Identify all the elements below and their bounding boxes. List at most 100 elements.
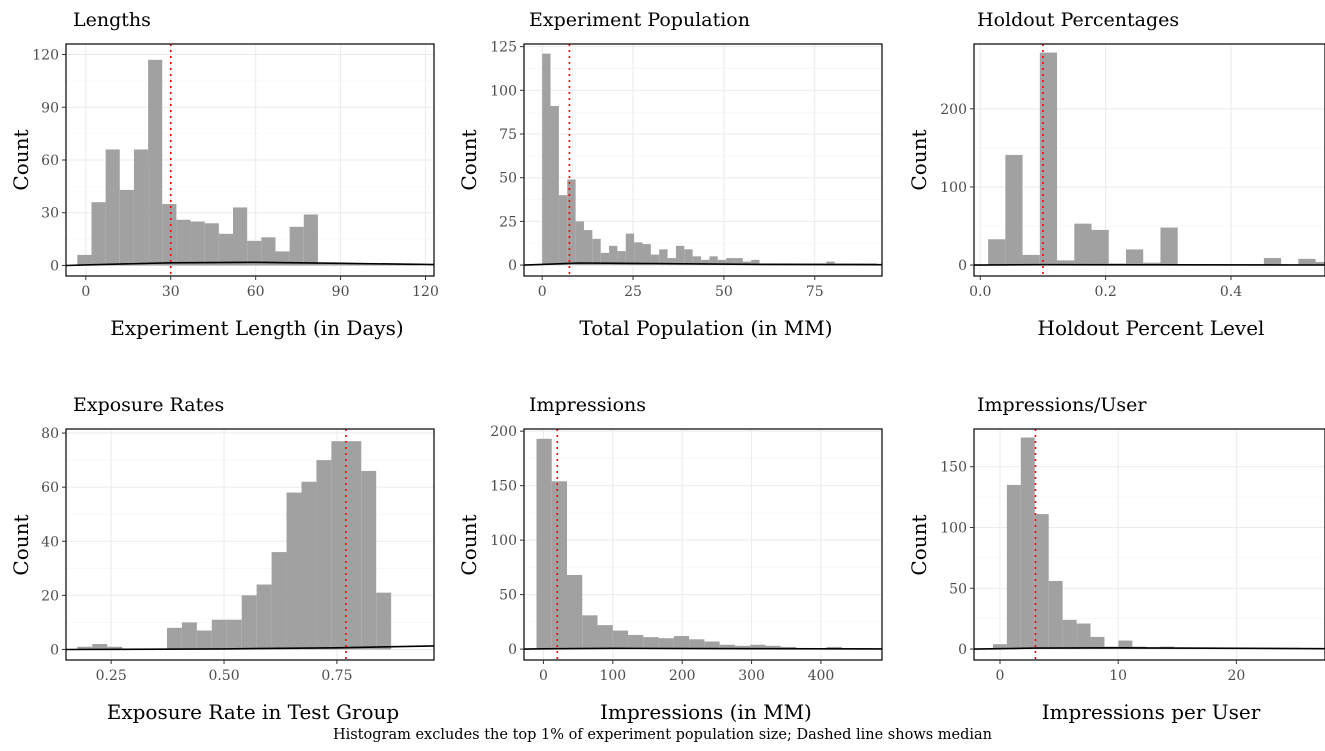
exposure-rates-bar-2: [107, 646, 123, 650]
lengths-bar-7: [176, 219, 191, 266]
holdout-percentages-ytick-label-0: 0: [958, 258, 967, 274]
lengths-bar-6: [162, 203, 177, 266]
exposure-rates-xtick-label-1: 0.50: [208, 668, 239, 684]
experiment-population-ytick-label-3: 75: [499, 127, 517, 143]
experiment-population-bar-0: [542, 53, 551, 266]
exposure-rates-xtick-label-2: 0.75: [321, 668, 352, 684]
impressions-user-xtick-label-0: 0: [996, 668, 1005, 684]
exposure-rates-xtick-label-0: 0.25: [96, 668, 127, 684]
lengths-xtick-label-1: 30: [162, 284, 180, 300]
lengths-bar-4: [133, 149, 149, 266]
lengths-ylabel: Count: [9, 129, 33, 190]
lengths-ytick-label-0: 0: [50, 258, 59, 274]
exposure-rates-bar-1: [92, 644, 108, 650]
experiment-population-bar-6: [592, 238, 601, 266]
holdout-percentages-xlabel: Holdout Percent Level: [1038, 316, 1265, 340]
impressions-bar-11: [704, 641, 720, 650]
impressions-ytick-label-4: 200: [490, 424, 517, 440]
impressions-bar-19: [826, 646, 842, 650]
lengths-xtick-label-3: 90: [332, 284, 350, 300]
exposure-rates-bar-20: [376, 592, 392, 650]
holdout-percentages-bar-18: [1298, 258, 1316, 266]
lengths-bar-18: [332, 263, 347, 266]
impressions-bar-1: [551, 481, 568, 650]
exposure-rates-xlabel: Exposure Rate in Test Group: [107, 700, 399, 724]
impressions-user-bar-9: [1118, 640, 1133, 650]
holdout-percentages-bar-8: [1125, 249, 1144, 266]
experiment-population-frame: [523, 43, 883, 277]
exposure-rates-bar-13: [271, 552, 287, 650]
holdout-percentages-bar-9: [1143, 262, 1161, 266]
lengths-density-line: [66, 261, 434, 267]
experiment-population-ytick-label-0: 0: [508, 258, 517, 274]
impressions-xtick-label-4: 400: [808, 668, 835, 684]
impressions-xtick-label-1: 100: [599, 668, 626, 684]
impressions-user-title: Impressions/User: [977, 394, 1147, 416]
lengths-bar-8: [190, 221, 205, 266]
impressions-bar-9: [673, 636, 690, 650]
experiment-population-title: Experiment Population: [529, 9, 750, 31]
exposure-rates-bar-14: [286, 492, 302, 650]
experiment-population-bar-4: [575, 221, 584, 266]
holdout-percentages-ytick-label-1: 100: [940, 180, 967, 196]
impressions-xtick-label-0: 0: [539, 668, 548, 684]
holdout-percentages-bar-2: [1022, 254, 1040, 266]
impressions-bar-8: [658, 638, 674, 650]
holdout-percentages-bar-19: [1315, 261, 1325, 266]
experiment-population-xtick-label-1: 25: [624, 284, 642, 300]
experiment-population-ylabel: Count: [457, 129, 481, 190]
lengths-bar-16: [303, 214, 318, 266]
holdout-percentages-bar-10: [1160, 227, 1178, 266]
lengths-xtick-label-0: 0: [81, 284, 90, 300]
holdout-percentages-ytick-label-2: 200: [940, 102, 967, 118]
exposure-rates-ytick-label-1: 20: [41, 588, 59, 604]
impressions-xlabel: Impressions (in MM): [600, 700, 812, 724]
experiment-population-bar-34: [826, 261, 835, 266]
impressions-ytick-label-3: 150: [490, 479, 517, 495]
impressions-bar-0: [536, 438, 552, 650]
impressions-ylabel: Count: [457, 514, 481, 575]
experiment-population-panel: 0 25 50 75 100 125 0 25 50 75 Experiment Populatio…: [457, 9, 883, 340]
experiment-population-bars: [542, 53, 877, 266]
impressions-user-ytick-label-1: 50: [949, 581, 967, 597]
impressions-user-ylabel: Count: [907, 514, 931, 575]
impressions-user-ytick-label-0: 0: [958, 642, 967, 658]
holdout-percentages-bar-3: [1039, 52, 1058, 266]
exposure-rates-bar-12: [256, 584, 272, 650]
experiment-population-bar-9: [617, 251, 626, 266]
lengths-bar-1: [91, 202, 106, 266]
impressions-bar-6: [628, 634, 644, 650]
impressions-bar-3: [582, 615, 598, 650]
lengths-bar-11: [233, 207, 248, 266]
holdout-percentages-xtick-label-2: 0.4: [1220, 284, 1242, 300]
experiment-population-bar-18: [692, 256, 702, 266]
impressions-bar-12: [719, 644, 735, 650]
impressions-user-bar-5: [1062, 619, 1077, 650]
experiment-population-xlabel: Total Population (in MM): [579, 316, 832, 340]
lengths-bar-12: [247, 240, 262, 266]
experiment-population-bar-12: [642, 244, 651, 266]
lengths-ytick-label-1: 30: [41, 206, 59, 222]
impressions-user-bar-7: [1090, 636, 1105, 650]
exposure-rates-bar-8: [196, 630, 212, 650]
impressions-panel: 0 50 100 150 200 0 100 200 300 400 Impressions Impr…: [457, 394, 883, 724]
impressions-bar-15: [765, 645, 781, 650]
holdout-percentages-title: Holdout Percentages: [977, 9, 1179, 31]
experiment-population-bar-16: [675, 245, 685, 266]
experiment-population-bar-22: [726, 258, 735, 266]
holdout-percentages-frame: [973, 43, 1325, 277]
holdout-percentages-panel: 0 100 200 0.0 0.2 0.4 Holdout Percentages Holdo…: [907, 9, 1325, 340]
exposure-rates-bar-17: [331, 441, 347, 650]
impressions-user-bar-2: [1020, 437, 1035, 650]
experiment-population-bar-14: [659, 249, 668, 266]
lengths-bar-5: [148, 59, 163, 266]
experiment-population-bar-13: [650, 254, 660, 266]
lengths-bar-13: [261, 237, 276, 266]
impressions-bar-7: [643, 637, 659, 650]
impressions-xtick-label-2: 200: [669, 668, 696, 684]
lengths-bars: [77, 59, 418, 266]
holdout-percentages-xtick-label-1: 0.2: [1094, 284, 1116, 300]
exposure-rates-bar-18: [346, 441, 362, 650]
experiment-population-ytick-label-2: 50: [499, 171, 517, 187]
exposure-rates-bar-0: [77, 646, 93, 650]
